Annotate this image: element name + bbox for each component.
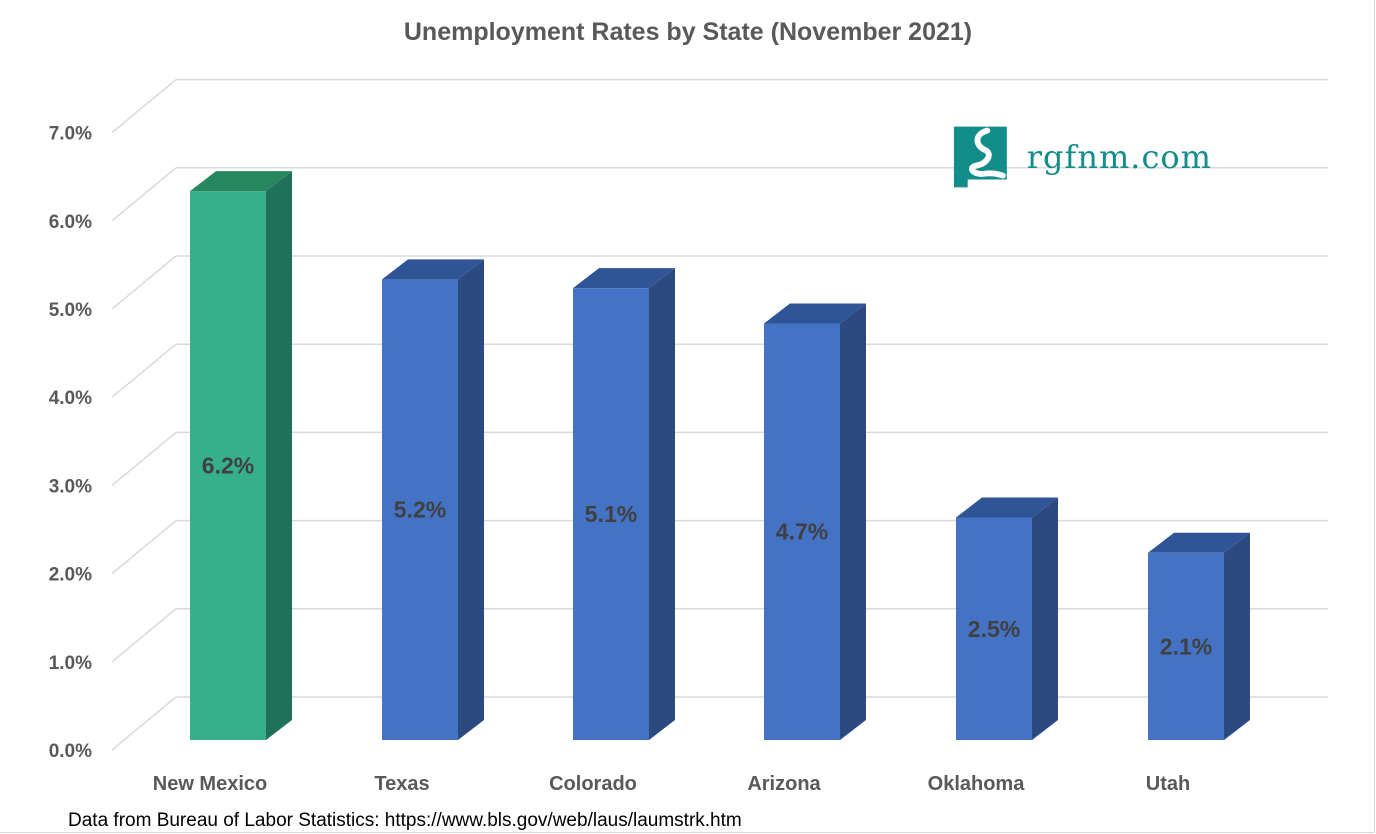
data-label: 5.1% — [585, 501, 637, 527]
gridline-diagonal — [111, 696, 177, 751]
gridline-diagonal — [111, 431, 177, 486]
bar-front — [764, 323, 840, 740]
x-tick-label: Oklahoma — [928, 773, 1026, 795]
bar-top — [190, 171, 292, 192]
bar-arizona — [764, 303, 866, 740]
bar-front — [956, 517, 1032, 740]
bar-top — [956, 497, 1058, 518]
new-mexico-river-icon — [953, 126, 1007, 188]
y-tick-label: 2.0% — [49, 565, 92, 586]
bar-front — [382, 279, 458, 740]
gridline-diagonal — [111, 167, 177, 222]
bar-side — [1224, 532, 1250, 740]
bar-side — [1032, 497, 1058, 740]
bar-top — [573, 268, 675, 289]
x-tick-label: Texas — [374, 773, 429, 795]
gridlines — [111, 78, 1328, 751]
bar-front — [1148, 552, 1224, 740]
y-tick-label: 3.0% — [49, 476, 92, 497]
chart-title: Unemployment Rates by State (November 20… — [403, 18, 973, 46]
x-tick-label: Colorado — [549, 773, 637, 795]
data-label: 5.2% — [394, 497, 446, 523]
x-tick-label: Utah — [1146, 773, 1190, 795]
x-tick-label: Arizona — [747, 773, 821, 795]
data-label: 2.1% — [1160, 633, 1212, 659]
bar-oklahoma — [956, 497, 1058, 740]
bar-new-mexico — [190, 171, 292, 740]
gridline-diagonal — [111, 520, 177, 575]
bar-top — [1148, 532, 1250, 553]
data-label: 6.2% — [202, 453, 254, 479]
bars — [190, 171, 1250, 740]
y-tick-label: 0.0% — [49, 741, 92, 762]
bar-top — [764, 303, 866, 324]
data-label: 2.5% — [968, 616, 1020, 642]
bar-texas — [382, 259, 484, 740]
x-tick-label: New Mexico — [153, 773, 267, 795]
bar-colorado — [573, 268, 675, 740]
gridline-diagonal — [111, 608, 177, 663]
gridline-diagonal — [111, 255, 177, 310]
bar-top — [382, 259, 484, 280]
y-tick-label: 1.0% — [49, 653, 92, 674]
logo: rgfnm.com — [952, 124, 1212, 190]
bar-side — [458, 259, 484, 740]
bar-utah — [1148, 532, 1250, 740]
gridline-diagonal — [111, 343, 177, 398]
bar-side — [649, 268, 675, 740]
y-tick-label: 5.0% — [49, 300, 92, 321]
bar-front — [190, 191, 266, 740]
y-tick-label: 6.0% — [49, 212, 92, 233]
y-axis-tick-labels: 0.0% 1.0% 2.0% 3.0% 4.0% 5.0% 6.0% 7.0% — [49, 124, 92, 762]
bar-side — [266, 171, 292, 740]
y-tick-label: 4.0% — [49, 388, 92, 409]
source-note: Data from Bureau of Labor Statistics: ht… — [68, 810, 742, 831]
gridline-diagonal — [111, 79, 177, 134]
bar-front — [573, 288, 649, 740]
bar-side — [840, 303, 866, 740]
data-labels: 6.2% 5.2% 5.1% 4.7% 2.5% 2.1% — [202, 453, 1212, 660]
logo-text: rgfnm.com — [1026, 138, 1212, 176]
y-tick-label: 7.0% — [49, 124, 92, 145]
data-label: 4.7% — [776, 519, 828, 545]
x-axis-tick-labels: New Mexico Texas Colorado Arizona Oklahoma Ut… — [153, 773, 1190, 795]
